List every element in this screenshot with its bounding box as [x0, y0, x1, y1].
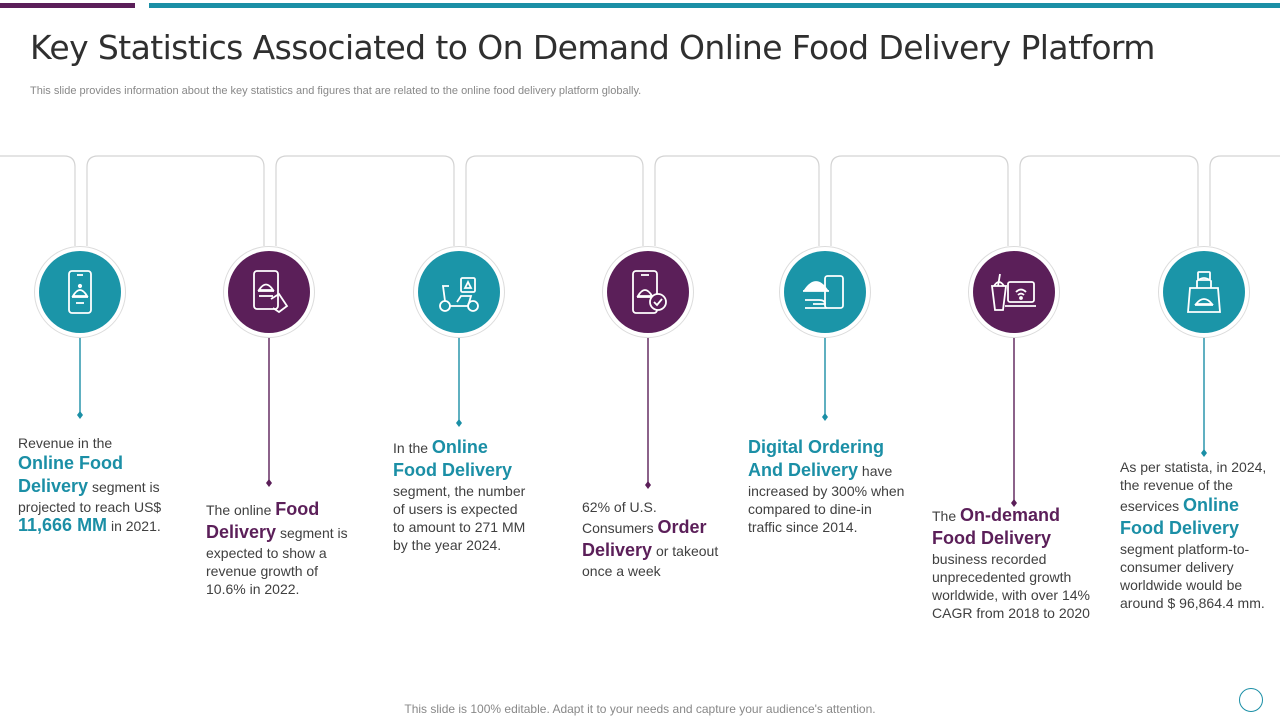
item-5-icon-badge	[779, 246, 871, 338]
item-3-post: segment, the number of users is expected…	[393, 483, 526, 553]
top-accent-bar-purple	[0, 3, 135, 8]
item-1-big-value: 11,666 MM	[18, 515, 108, 535]
item-3-text: In the Online Food Delivery segment, the…	[393, 436, 533, 554]
item-2-text: The online Food Delivery segment is expe…	[206, 498, 351, 598]
item-5-highlight: Digital Ordering And Delivery	[748, 437, 885, 480]
drink-laptop-icon	[990, 273, 1036, 311]
item-6-text: The On-demand Food Delivery business rec…	[932, 504, 1102, 622]
item-2-post: segment is expected to show a revenue gr…	[206, 525, 348, 597]
item-7-post: segment platform-to-consumer delivery wo…	[1120, 541, 1265, 611]
item-1-post: in 2021.	[107, 518, 161, 534]
item-6-icon-badge	[968, 246, 1060, 338]
item-3-highlight: Online Food Delivery	[393, 437, 513, 480]
item-1-pre: Revenue in the	[18, 435, 113, 451]
item-4-text: 62% of U.S. Consumers Order Delivery or …	[582, 498, 732, 580]
item-2-pre: The online	[206, 502, 276, 518]
item-4-pre: 62% of U.S. Consumers	[582, 499, 658, 536]
digital-ordering-icon	[803, 275, 844, 309]
item-1-icon-badge	[34, 246, 126, 338]
item-7-pre: As per statista, in 2024, the revenue of…	[1120, 459, 1267, 514]
item-6-highlight: On-demand Food Delivery	[932, 505, 1061, 548]
item-5-post: have increased by 300% when compared to …	[748, 463, 905, 535]
item-3-pre: In the	[393, 440, 432, 456]
mobile-food-icon	[68, 270, 92, 314]
item-2-icon-badge	[223, 246, 315, 338]
item-1-text: Revenue in the Online Food Delivery segm…	[18, 434, 178, 535]
item-7-highlight: Online Food Delivery	[1120, 495, 1240, 538]
item-4-post: or takeout once a week	[582, 543, 719, 579]
item-6-pre: The	[932, 508, 961, 524]
item-5-text: Digital Ordering And Delivery have incre…	[748, 436, 908, 536]
footer-note: This slide is 100% editable. Adapt it to…	[404, 702, 876, 716]
item-4-highlight: Order Delivery	[582, 517, 707, 560]
food-bag-icon	[1187, 271, 1221, 313]
page-title: Key Statistics Associated to On Demand O…	[30, 28, 1155, 67]
item-7-text: As per statista, in 2024, the revenue of…	[1120, 458, 1280, 612]
item-1-mid: segment is projected to reach US$	[18, 479, 162, 515]
top-accent-bar-teal	[149, 3, 1280, 8]
item-4-icon-badge	[602, 246, 694, 338]
item-7-icon-badge	[1158, 246, 1250, 338]
page-subtitle: This slide provides information about th…	[30, 85, 642, 97]
item-6-post: business recorded unprecedented growth w…	[932, 551, 1090, 621]
item-1-highlight: Online Food Delivery	[18, 453, 123, 496]
delivery-scooter-icon	[439, 277, 479, 312]
item-2-highlight: Food Delivery	[206, 499, 320, 542]
item-3-icon-badge	[413, 246, 505, 338]
phone-check-icon	[632, 270, 667, 314]
corner-circle-icon	[1239, 688, 1263, 712]
tablet-order-icon	[253, 270, 289, 314]
